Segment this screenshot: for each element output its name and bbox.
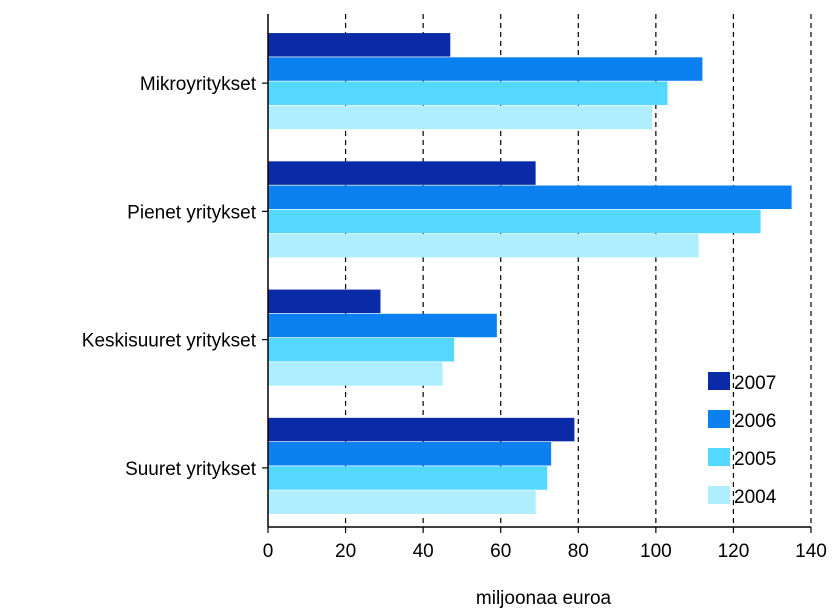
category-label: Suuret yritykset bbox=[125, 459, 257, 480]
bar-2007-3 bbox=[268, 417, 575, 442]
x-axis-title: miljoonaa euroa bbox=[476, 588, 612, 608]
x-tick-label: 140 bbox=[795, 541, 827, 562]
bar-2004-1 bbox=[268, 233, 699, 258]
legend-swatch-2004 bbox=[708, 486, 730, 504]
bar-2005-3 bbox=[268, 466, 548, 490]
bar-2006-3 bbox=[268, 442, 552, 466]
bar-2004-2 bbox=[268, 362, 443, 386]
legend-swatch-2005 bbox=[708, 448, 730, 466]
x-tick-label: 60 bbox=[490, 541, 511, 562]
category-labels: Mikroyritykset Pienet yritykset Keskisuure… bbox=[82, 74, 257, 480]
category-label: Keskisuuret yritykset bbox=[82, 331, 257, 352]
bars bbox=[268, 33, 792, 514]
bar-2007-2 bbox=[268, 289, 381, 314]
bar-2004-0 bbox=[268, 105, 652, 130]
legend-swatch-2007 bbox=[708, 372, 730, 390]
x-tick-label: 100 bbox=[640, 541, 672, 562]
x-tick-label: 80 bbox=[568, 541, 589, 562]
bar-2005-2 bbox=[268, 337, 455, 362]
legend-label-2005: 2005 bbox=[734, 449, 776, 470]
legend: 2007 2006 2005 2004 bbox=[708, 372, 777, 508]
category-label: Pienet yritykset bbox=[127, 202, 257, 223]
legend-label-2004: 2004 bbox=[734, 487, 777, 508]
legend-swatch-2006 bbox=[708, 410, 730, 428]
bar-2004-3 bbox=[268, 490, 536, 514]
legend-label-2006: 2006 bbox=[734, 411, 776, 432]
axes bbox=[262, 14, 812, 533]
x-tick-label: 0 bbox=[263, 541, 274, 562]
bar-2006-2 bbox=[268, 313, 497, 338]
category-label: Mikroyritykset bbox=[140, 74, 257, 95]
x-tick-label: 40 bbox=[413, 541, 434, 562]
bar-2007-0 bbox=[268, 33, 451, 57]
legend-label-2007: 2007 bbox=[734, 373, 776, 394]
bar-2005-1 bbox=[268, 209, 761, 234]
x-tick-label: 20 bbox=[335, 541, 356, 562]
bar-2005-0 bbox=[268, 81, 668, 105]
x-tick-labels: 0 20 40 60 80 100 120 140 bbox=[263, 541, 827, 562]
x-tick-label: 120 bbox=[718, 541, 750, 562]
bar-2006-0 bbox=[268, 57, 703, 81]
bar-2006-1 bbox=[268, 185, 792, 210]
bar-2007-1 bbox=[268, 161, 536, 185]
